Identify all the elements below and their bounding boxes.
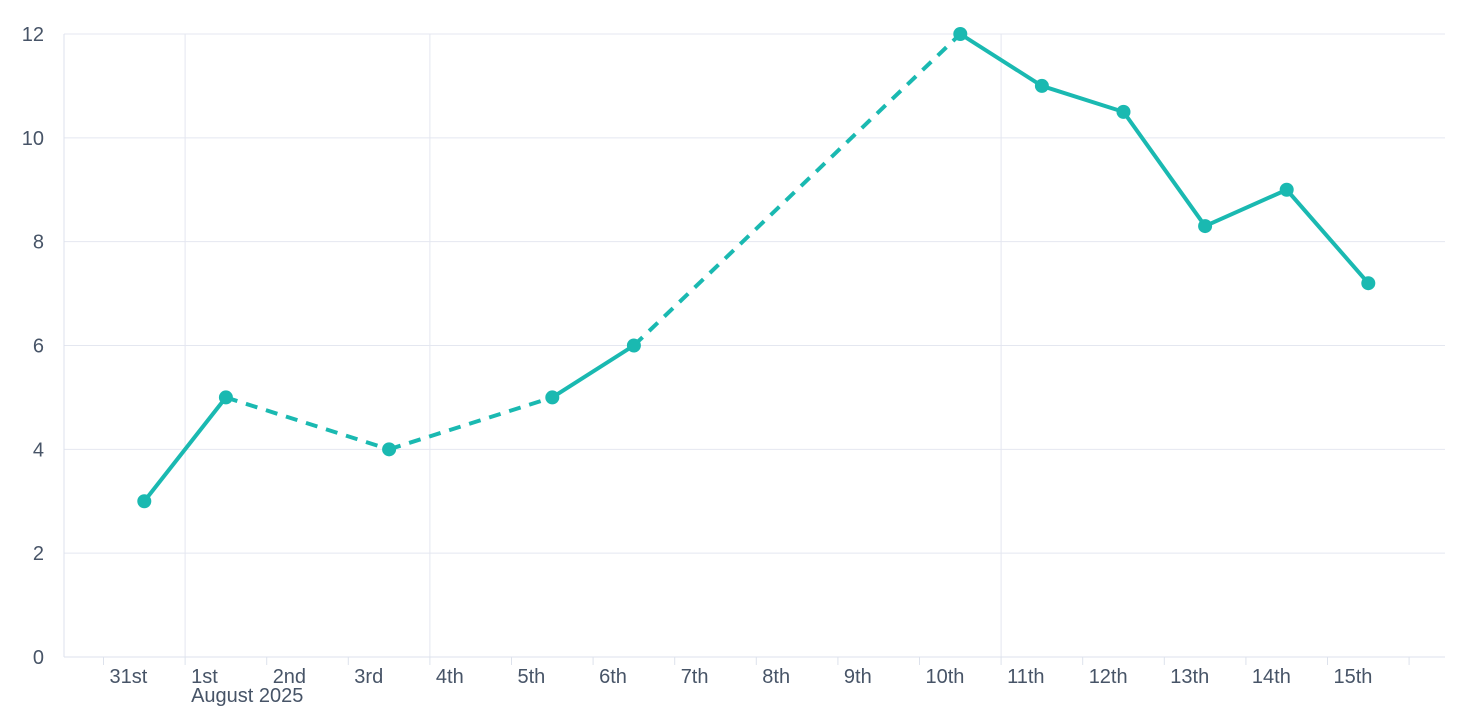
series-line — [142, 32, 1371, 504]
x-axis-label: 5th — [518, 666, 546, 688]
line-segment-solid — [142, 395, 228, 504]
line-segment-dashed — [388, 395, 553, 452]
axis-ticks — [103, 657, 1410, 665]
data-point-12th[interactable] — [1116, 104, 1131, 119]
x-axis-label: 12th — [1089, 666, 1128, 688]
x-axis-label: 8th — [762, 666, 790, 688]
x-axis-label: 15th — [1334, 666, 1373, 688]
data-point-5th[interactable] — [545, 390, 560, 405]
x-axis-label: 11th — [1007, 666, 1044, 688]
line-segment-solid — [550, 343, 636, 400]
line-segment-dashed — [225, 395, 390, 452]
data-point-31st[interactable] — [137, 494, 152, 509]
y-axis-label: 12 — [22, 24, 44, 46]
gridlines — [64, 33, 1445, 657]
x-axis-label: 7th — [681, 666, 709, 688]
line-segment-solid — [1039, 83, 1126, 114]
data-point-10th[interactable] — [953, 27, 968, 41]
line-segment-dashed — [632, 32, 962, 347]
x-axis-label: 3rd — [354, 666, 383, 688]
x-axis-label: 31st — [110, 666, 148, 688]
line-segment-solid — [1203, 187, 1289, 229]
series-markers — [137, 27, 1376, 509]
line-segment-solid — [1121, 109, 1208, 229]
x-axis-label: 6th — [599, 666, 627, 688]
y-axis-labels: 0 2 4 6 8 10 12 — [22, 24, 44, 669]
line-segment-solid — [958, 32, 1044, 88]
line-segment-solid — [1284, 187, 1371, 286]
y-axis-label: 4 — [33, 439, 44, 461]
x-axis-label: 14th — [1252, 666, 1291, 688]
x-axis-label: 10th — [926, 666, 965, 688]
x-axis-label: 1st — [191, 666, 218, 688]
x-axis-label: 9th — [844, 666, 872, 688]
data-point-11th[interactable] — [1034, 78, 1049, 93]
y-axis-label: 10 — [22, 128, 44, 150]
data-point-14th[interactable] — [1279, 182, 1294, 197]
y-axis-label: 8 — [33, 232, 44, 254]
data-point-13th[interactable] — [1198, 219, 1213, 234]
month-year-label: August 2025 — [191, 685, 303, 707]
x-axis-labels: 31st 1st 2nd 3rd 4th 5th 6th 7th 8th 9th 10th 11th 1… — [110, 666, 1373, 707]
data-point-15th[interactable] — [1361, 276, 1376, 291]
data-point-1st[interactable] — [218, 390, 233, 405]
data-point-6th[interactable] — [626, 338, 641, 353]
x-axis-label: 2nd — [273, 666, 306, 688]
x-axis-label: 4th — [436, 666, 464, 688]
axis-lines — [63, 34, 1445, 658]
y-axis-label: 6 — [33, 336, 44, 358]
x-axis-label: 13th — [1170, 666, 1209, 688]
y-axis-label: 2 — [33, 543, 44, 565]
data-point-3rd[interactable] — [382, 442, 397, 457]
y-axis-label: 0 — [33, 647, 44, 669]
